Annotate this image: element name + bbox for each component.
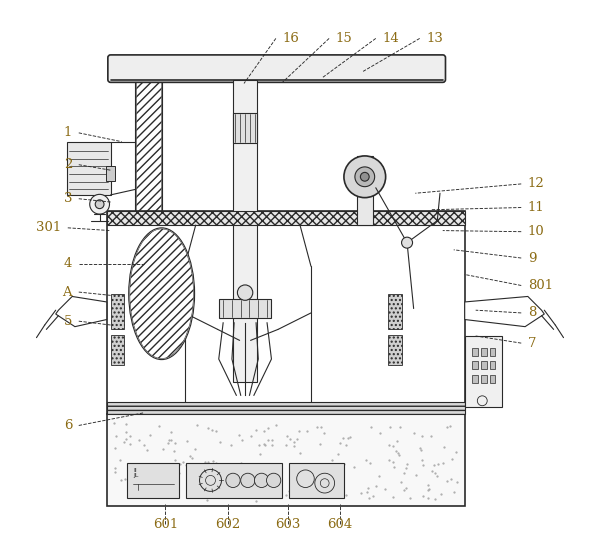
Text: 603: 603 — [275, 518, 301, 531]
Text: 7: 7 — [528, 337, 536, 350]
Bar — [289, 463, 344, 498]
Bar — [136, 80, 161, 211]
Circle shape — [401, 237, 413, 248]
Circle shape — [361, 172, 369, 181]
Text: 8: 8 — [528, 306, 536, 320]
Bar — [186, 463, 282, 498]
Polygon shape — [56, 296, 107, 327]
Bar — [219, 299, 271, 318]
Bar — [67, 142, 110, 195]
Ellipse shape — [129, 228, 194, 360]
Bar — [356, 156, 373, 225]
Text: 15: 15 — [335, 32, 352, 45]
FancyBboxPatch shape — [108, 55, 445, 82]
Circle shape — [355, 167, 374, 187]
Bar — [388, 294, 401, 329]
Bar — [136, 80, 161, 211]
Bar — [107, 211, 465, 225]
Bar — [481, 375, 487, 383]
Text: 16: 16 — [283, 32, 299, 45]
Text: 601: 601 — [153, 518, 178, 531]
Bar — [490, 348, 496, 356]
Text: 2: 2 — [64, 158, 72, 171]
Circle shape — [226, 473, 240, 488]
Text: A: A — [62, 285, 72, 299]
Bar — [107, 211, 465, 414]
Text: 1: 1 — [64, 126, 72, 139]
Circle shape — [90, 194, 109, 214]
Bar — [233, 80, 257, 382]
Bar — [481, 361, 487, 369]
Text: 12: 12 — [528, 177, 545, 191]
Circle shape — [95, 200, 104, 209]
Bar — [107, 402, 465, 414]
Bar — [388, 335, 401, 365]
Text: 801: 801 — [528, 279, 553, 292]
Text: 13: 13 — [426, 32, 443, 45]
Bar — [107, 414, 465, 506]
Text: 3: 3 — [64, 192, 72, 205]
Text: II: II — [133, 468, 137, 473]
Bar — [481, 348, 487, 356]
Bar — [233, 113, 257, 143]
Bar — [106, 166, 115, 181]
Bar — [465, 336, 502, 407]
Text: 11: 11 — [528, 201, 545, 214]
Text: 9: 9 — [528, 251, 536, 265]
Bar — [472, 348, 478, 356]
Bar — [490, 361, 496, 369]
Text: 602: 602 — [215, 518, 240, 531]
Text: 14: 14 — [382, 32, 399, 45]
Circle shape — [238, 285, 253, 300]
Bar — [110, 335, 124, 365]
Polygon shape — [465, 296, 544, 327]
Bar — [472, 375, 478, 383]
Circle shape — [344, 156, 386, 198]
Circle shape — [266, 473, 281, 488]
Text: 301: 301 — [36, 221, 61, 234]
Bar — [127, 463, 179, 498]
Text: 604: 604 — [327, 518, 352, 531]
Ellipse shape — [130, 229, 193, 358]
Bar — [472, 361, 478, 369]
Bar — [490, 375, 496, 383]
Text: 6: 6 — [64, 419, 72, 432]
Text: 10: 10 — [528, 225, 545, 238]
Text: 4: 4 — [64, 257, 72, 270]
Circle shape — [254, 473, 269, 488]
Bar — [110, 58, 443, 80]
Circle shape — [241, 473, 255, 488]
Bar — [110, 294, 124, 329]
Text: 5: 5 — [64, 315, 72, 328]
Text: JL: JL — [133, 473, 139, 478]
